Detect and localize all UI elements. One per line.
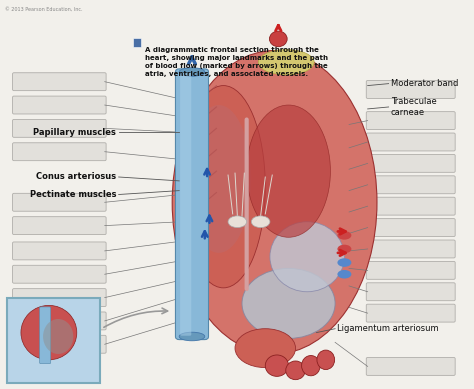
Ellipse shape (269, 31, 287, 47)
Ellipse shape (270, 222, 345, 292)
FancyBboxPatch shape (366, 283, 455, 301)
Ellipse shape (286, 361, 305, 380)
Text: Ligamentum arteriosum: Ligamentum arteriosum (337, 324, 439, 333)
Ellipse shape (21, 305, 77, 360)
FancyBboxPatch shape (13, 96, 106, 114)
Ellipse shape (337, 270, 351, 279)
FancyBboxPatch shape (13, 193, 106, 211)
FancyBboxPatch shape (366, 176, 455, 194)
Text: Pectinate muscles: Pectinate muscles (30, 190, 116, 199)
FancyBboxPatch shape (13, 289, 106, 307)
Ellipse shape (337, 258, 351, 267)
Ellipse shape (228, 216, 246, 228)
Ellipse shape (172, 51, 377, 354)
FancyBboxPatch shape (180, 73, 191, 336)
FancyBboxPatch shape (366, 133, 455, 151)
FancyBboxPatch shape (13, 73, 106, 91)
Ellipse shape (246, 105, 330, 237)
FancyBboxPatch shape (13, 312, 106, 330)
FancyBboxPatch shape (366, 357, 455, 375)
FancyBboxPatch shape (366, 219, 455, 237)
Ellipse shape (179, 68, 205, 76)
FancyBboxPatch shape (7, 298, 100, 383)
Ellipse shape (182, 86, 265, 288)
Ellipse shape (337, 231, 351, 240)
Ellipse shape (235, 329, 295, 368)
FancyBboxPatch shape (366, 197, 455, 215)
FancyBboxPatch shape (366, 112, 455, 130)
FancyBboxPatch shape (13, 119, 106, 137)
FancyBboxPatch shape (39, 307, 51, 364)
Ellipse shape (301, 356, 320, 376)
Text: Papillary muscles: Papillary muscles (34, 128, 116, 137)
Ellipse shape (242, 268, 335, 338)
FancyBboxPatch shape (366, 261, 455, 279)
Ellipse shape (251, 216, 270, 228)
FancyBboxPatch shape (366, 81, 455, 98)
FancyBboxPatch shape (366, 304, 455, 322)
Ellipse shape (265, 355, 289, 377)
FancyBboxPatch shape (13, 217, 106, 235)
FancyBboxPatch shape (133, 38, 141, 47)
Text: A diagrammatic frontal section through the
heart, showing major landmarks and th: A diagrammatic frontal section through t… (145, 47, 328, 77)
Text: Trabeculae
carneae: Trabeculae carneae (391, 97, 437, 117)
FancyBboxPatch shape (13, 242, 106, 260)
Ellipse shape (43, 319, 73, 354)
Ellipse shape (337, 245, 351, 253)
Text: Conus arteriosus: Conus arteriosus (36, 172, 116, 182)
FancyBboxPatch shape (13, 265, 106, 283)
Text: Moderator band: Moderator band (391, 79, 458, 88)
FancyBboxPatch shape (366, 154, 455, 172)
Ellipse shape (258, 50, 314, 75)
FancyBboxPatch shape (13, 335, 106, 353)
Text: © 2013 Pearson Education, Inc.: © 2013 Pearson Education, Inc. (5, 7, 82, 12)
FancyBboxPatch shape (366, 240, 455, 258)
FancyBboxPatch shape (13, 143, 106, 161)
Ellipse shape (317, 350, 335, 370)
Ellipse shape (186, 105, 251, 253)
Ellipse shape (179, 332, 205, 341)
FancyBboxPatch shape (175, 69, 209, 340)
